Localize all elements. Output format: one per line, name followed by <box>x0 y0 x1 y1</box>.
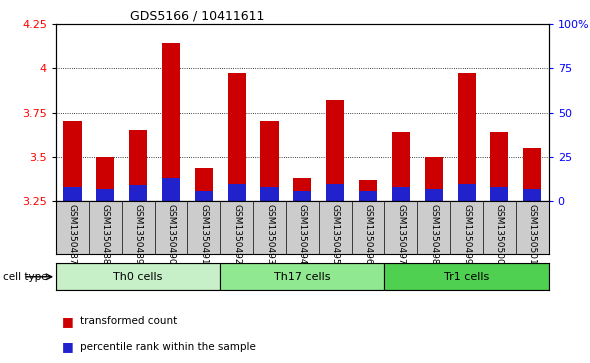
Bar <box>293 191 312 201</box>
Text: Th0 cells: Th0 cells <box>113 272 163 282</box>
Bar <box>220 263 385 290</box>
Bar <box>195 168 213 201</box>
Bar <box>261 121 278 201</box>
Bar <box>490 187 509 201</box>
Text: GSM1350498: GSM1350498 <box>430 204 438 265</box>
Text: GSM1350492: GSM1350492 <box>232 204 241 265</box>
Bar <box>359 191 377 201</box>
Bar <box>392 132 410 201</box>
Bar <box>458 73 476 201</box>
Text: ■: ■ <box>62 340 74 353</box>
Bar <box>129 130 147 201</box>
Bar <box>228 73 245 201</box>
Text: transformed count: transformed count <box>80 316 177 326</box>
Text: GSM1350497: GSM1350497 <box>396 204 405 265</box>
Text: GSM1350491: GSM1350491 <box>199 204 208 265</box>
Bar <box>392 187 410 201</box>
Text: GSM1350501: GSM1350501 <box>528 204 537 265</box>
Bar <box>326 100 344 201</box>
Text: GSM1350494: GSM1350494 <box>298 204 307 265</box>
Text: GSM1350490: GSM1350490 <box>166 204 175 265</box>
Bar <box>523 148 541 201</box>
Text: GSM1350487: GSM1350487 <box>68 204 77 265</box>
Text: Th17 cells: Th17 cells <box>274 272 330 282</box>
Bar <box>261 187 278 201</box>
Text: ■: ■ <box>62 315 74 328</box>
Text: GSM1350488: GSM1350488 <box>101 204 110 265</box>
Bar <box>195 191 213 201</box>
Text: GSM1350493: GSM1350493 <box>265 204 274 265</box>
Text: GSM1350489: GSM1350489 <box>134 204 143 265</box>
Bar <box>96 157 114 201</box>
Bar <box>162 43 180 201</box>
Text: percentile rank within the sample: percentile rank within the sample <box>80 342 255 352</box>
Bar <box>326 184 344 201</box>
Text: GSM1350496: GSM1350496 <box>363 204 372 265</box>
Bar <box>162 178 180 201</box>
Bar <box>425 189 442 201</box>
Bar <box>293 178 312 201</box>
Bar <box>129 185 147 201</box>
Bar <box>56 263 220 290</box>
Bar <box>228 184 245 201</box>
Bar <box>96 189 114 201</box>
Text: GSM1350495: GSM1350495 <box>331 204 340 265</box>
Bar <box>64 121 81 201</box>
Text: cell type: cell type <box>3 272 48 282</box>
Text: GDS5166 / 10411611: GDS5166 / 10411611 <box>130 9 264 23</box>
Bar <box>425 157 442 201</box>
Bar <box>523 189 541 201</box>
Bar <box>458 184 476 201</box>
Text: Tr1 cells: Tr1 cells <box>444 272 489 282</box>
Bar <box>359 180 377 201</box>
Bar <box>490 132 509 201</box>
Text: GSM1350500: GSM1350500 <box>495 204 504 265</box>
Bar <box>64 187 81 201</box>
Text: GSM1350499: GSM1350499 <box>462 204 471 265</box>
Bar <box>385 263 549 290</box>
